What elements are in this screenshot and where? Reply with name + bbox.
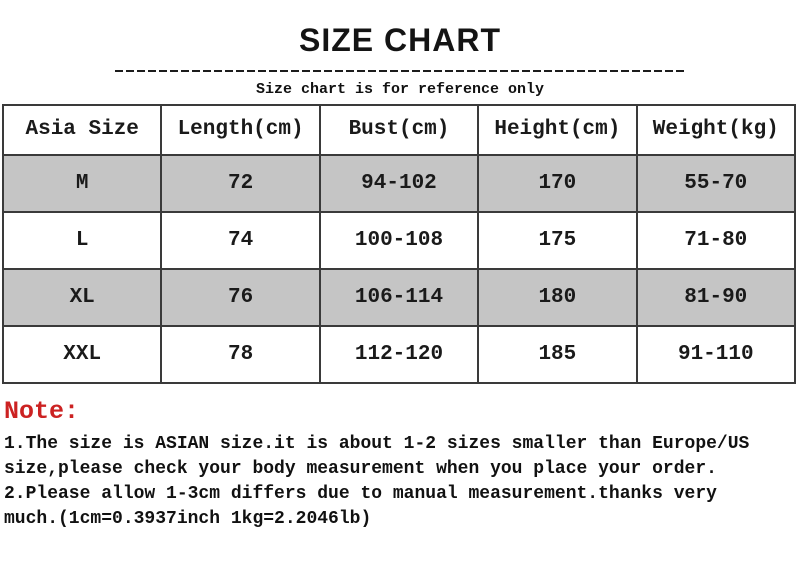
col-header-bust-cm: Bust(cm) [318,103,480,156]
cell-bust: 100-108 [318,210,480,270]
table-row-xl: XL 76 106-114 180 81-90 [1,267,797,327]
size-table-body: M 72 94-102 170 55-70 L 74 100-108 175 7… [1,153,797,384]
page-title: SIZE CHART [299,22,501,58]
note-line-4: much.(1cm=0.3937inch 1kg=2.2046lb) [4,508,372,529]
size-table-header: Asia Size Length(cm) Bust(cm) Height(cm)… [1,103,797,156]
cell-bust: 94-102 [318,153,480,213]
cell-weight: 55-70 [635,153,797,213]
cell-bust: 106-114 [318,267,480,327]
cell-size: XXL [1,324,163,384]
cell-length: 72 [160,153,321,213]
cell-length: 76 [160,267,321,327]
col-header-height-cm: Height(cm) [477,103,638,156]
cell-size: XL [1,267,163,327]
note-line-2: size,please check your body measurement … [4,458,717,479]
cell-height: 180 [477,267,638,327]
cell-weight: 71-80 [635,210,797,270]
dashed-divider [115,69,685,72]
col-header-asia-size: Asia Size [1,103,163,156]
table-row-xxl: XXL 78 112-120 185 91-110 [1,324,797,384]
subtitle-reference-only: Size chart is for reference only [255,80,545,98]
cell-height: 185 [477,324,638,384]
note-section: Note: 1.The size is ASIAN size.it is abo… [4,397,800,532]
cell-height: 175 [477,210,638,270]
size-table: Asia Size Length(cm) Bust(cm) Height(cm)… [1,103,797,384]
note-label: Note: [4,396,80,426]
cell-size: M [1,153,163,213]
cell-height: 170 [477,153,638,213]
header-row: Asia Size Length(cm) Bust(cm) Height(cm)… [1,103,797,156]
cell-length: 78 [160,324,321,384]
col-header-weight-kg: Weight(kg) [635,103,797,156]
col-header-length-cm: Length(cm) [160,103,321,156]
cell-weight: 91-110 [635,324,797,384]
table-row-m: M 72 94-102 170 55-70 [1,153,797,213]
cell-length: 74 [160,210,321,270]
cell-weight: 81-90 [635,267,797,327]
note-line-1: 1.The size is ASIAN size.it is about 1-2… [4,433,750,454]
note-line-3: 2.Please allow 1-3cm differs due to manu… [4,483,717,504]
cell-size: L [1,210,163,270]
table-row-l: L 74 100-108 175 71-80 [1,210,797,270]
cell-bust: 112-120 [318,324,480,384]
